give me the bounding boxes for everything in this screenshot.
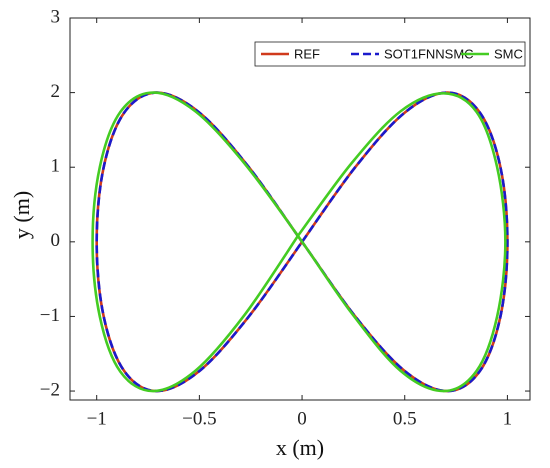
axes-box bbox=[69, 17, 531, 401]
y-tick-label: 3 bbox=[51, 6, 61, 27]
x-tick-label: 1 bbox=[503, 408, 513, 429]
plot-area bbox=[70, 18, 530, 400]
legend-label: SOT1FNNSMC bbox=[384, 46, 474, 61]
y-tick-label: −2 bbox=[40, 379, 60, 400]
legend-label: SMC bbox=[494, 46, 523, 61]
x-tick-label: −0.5 bbox=[182, 408, 216, 429]
x-tick-label: 0.5 bbox=[393, 408, 417, 429]
trajectory-line bbox=[91, 91, 507, 393]
x-axis-label: x (m) bbox=[276, 435, 324, 460]
y-tick-label: 2 bbox=[51, 81, 61, 102]
y-tick-label: 1 bbox=[51, 156, 61, 177]
x-tick-label: −1 bbox=[87, 408, 107, 429]
y-tick-label: −1 bbox=[40, 305, 60, 326]
y-tick-label: 0 bbox=[51, 230, 61, 251]
legend-label: REF bbox=[294, 46, 320, 61]
y-axis-label: y (m) bbox=[9, 191, 34, 239]
x-tick-label: 0 bbox=[297, 408, 307, 429]
